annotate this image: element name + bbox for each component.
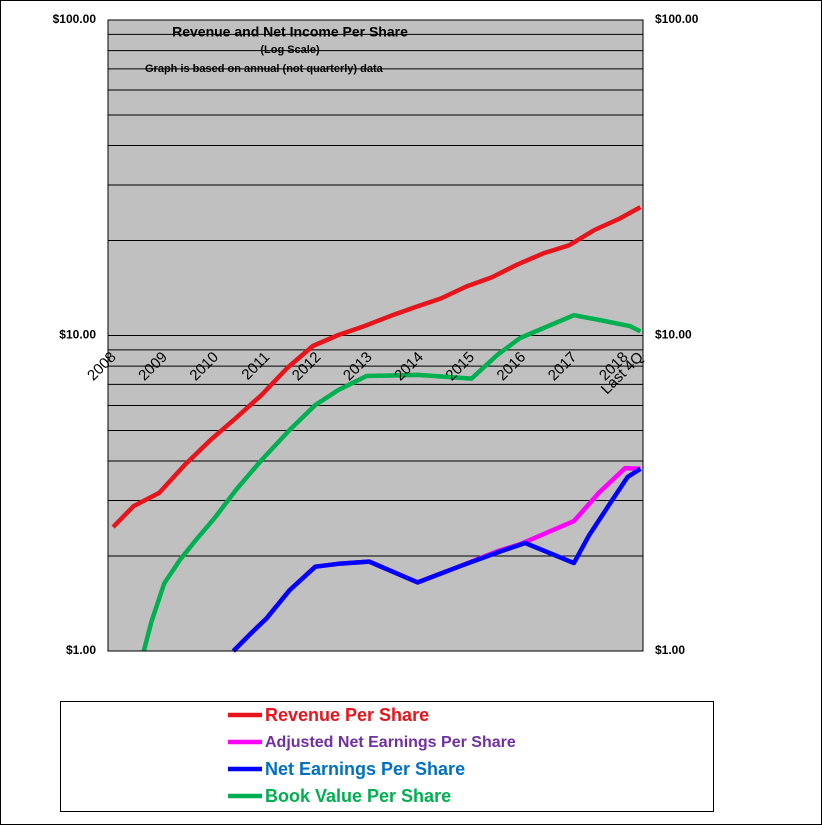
- y-tick-label: $10.00: [59, 328, 96, 342]
- y-tick-label: $1.00: [66, 643, 96, 657]
- y-tick-label: $100.00: [53, 12, 97, 26]
- chart-title: Revenue and Net Income Per Share: [172, 24, 408, 40]
- plot-border: [107, 19, 644, 652]
- legend-label: Revenue Per Share: [265, 705, 429, 725]
- legend-label: Book Value Per Share: [265, 786, 451, 806]
- y2-tick-label: $100.00: [655, 12, 699, 26]
- legend: [60, 701, 714, 812]
- series-line: [111, 205, 642, 529]
- y2-tick-label: $1.00: [655, 643, 685, 657]
- legend-label: Adjusted Net Earnings Per Share: [265, 734, 516, 751]
- legend-label: Net Earnings Per Share: [265, 759, 465, 779]
- y2-tick-label: $10.00: [655, 328, 692, 342]
- chart-subtitle: (Log Scale): [260, 44, 320, 56]
- series-line: [141, 312, 642, 652]
- annotation: Graph is based on annual (not quarterly)…: [145, 63, 384, 75]
- series-line: [231, 466, 642, 653]
